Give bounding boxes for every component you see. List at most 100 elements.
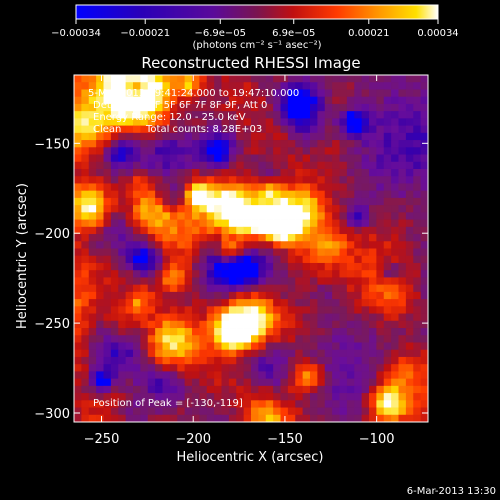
heatmap-cell	[346, 378, 355, 387]
heatmap-cell	[228, 349, 237, 358]
heatmap-cell	[199, 147, 208, 155]
heatmap-cell	[258, 306, 267, 314]
heatmap-cell	[265, 284, 274, 293]
heatmap-cell	[110, 407, 119, 416]
heatmap-cell	[236, 291, 245, 300]
heatmap-cell	[369, 248, 377, 257]
heatmap-cell	[376, 262, 385, 271]
heatmap-cell	[346, 89, 355, 98]
heatmap-cell	[81, 226, 90, 235]
heatmap-cell	[184, 277, 193, 286]
heatmap-cell	[317, 89, 326, 98]
heatmap-cell	[310, 205, 318, 213]
heatmap-cell	[133, 371, 141, 380]
heatmap-cell	[391, 89, 399, 98]
heatmap-cell	[391, 140, 399, 148]
heatmap-cell	[310, 111, 318, 119]
heatmap-cell	[346, 299, 355, 307]
heatmap-cell	[169, 140, 178, 148]
heatmap-cell	[346, 284, 355, 293]
heatmap-cell	[214, 320, 222, 329]
heatmap-cell	[324, 161, 333, 170]
heatmap-cell	[383, 328, 392, 336]
heatmap-cell	[383, 212, 392, 220]
heatmap-cell	[74, 103, 82, 112]
heatmap-cell	[110, 400, 119, 408]
heatmap-cell	[376, 219, 385, 228]
heatmap-cell	[192, 168, 200, 177]
heatmap-cell	[133, 118, 141, 127]
heatmap-cell	[88, 241, 97, 249]
heatmap-cell	[420, 335, 428, 343]
heatmap-cell	[155, 226, 163, 235]
heatmap-cell	[273, 342, 281, 351]
heatmap-cell	[169, 82, 178, 90]
heatmap-cell	[177, 306, 186, 314]
heatmap-cell	[206, 414, 215, 422]
heatmap-cell	[81, 284, 90, 293]
heatmap-cell	[324, 262, 333, 271]
heatmap-cell	[405, 313, 414, 322]
heatmap-cell	[391, 226, 399, 235]
heatmap-cell	[118, 219, 127, 228]
heatmap-cell	[88, 190, 97, 199]
heatmap-cell	[287, 140, 296, 148]
heatmap-cell	[140, 75, 149, 83]
heatmap-cell	[103, 89, 112, 98]
heatmap-cell	[413, 393, 422, 401]
heatmap-cell	[369, 212, 377, 220]
heatmap-cell	[376, 132, 385, 141]
heatmap-cell	[214, 342, 222, 351]
heatmap-cell	[265, 118, 274, 127]
heatmap-cell	[361, 262, 370, 271]
heatmap-cell	[317, 299, 326, 307]
heatmap-cell	[110, 147, 119, 155]
heatmap-cell	[214, 219, 222, 228]
heatmap-cell	[361, 226, 370, 235]
heatmap-cell	[236, 140, 245, 148]
annotation-clean: Clean	[93, 124, 121, 135]
heatmap-cell	[110, 241, 119, 249]
heatmap-cell	[110, 306, 119, 314]
heatmap-cell	[199, 103, 208, 112]
heatmap-cell	[155, 356, 163, 365]
heatmap-cell	[214, 284, 222, 293]
heatmap-cell	[103, 96, 112, 105]
heatmap-cell	[354, 262, 363, 271]
heatmap-cell	[332, 103, 340, 112]
heatmap-cell	[96, 161, 104, 170]
heatmap-cell	[280, 154, 289, 163]
heatmap-cell	[258, 378, 267, 387]
heatmap-cell	[324, 82, 333, 90]
heatmap-cell	[369, 197, 377, 206]
heatmap-cell	[398, 248, 407, 257]
heatmap-cell	[280, 96, 289, 105]
heatmap-cell	[192, 313, 200, 322]
heatmap-cell	[125, 400, 134, 408]
heatmap-cell	[302, 140, 311, 148]
heatmap-cell	[346, 371, 355, 380]
heatmap-cell	[346, 364, 355, 372]
heatmap-cell	[376, 125, 385, 134]
heatmap-cell	[317, 111, 326, 119]
heatmap-cell	[140, 356, 149, 365]
heatmap-cell	[192, 393, 200, 401]
heatmap-cell	[339, 212, 348, 220]
heatmap-cell	[81, 407, 90, 416]
heatmap-cell	[302, 349, 311, 358]
heatmap-cell	[420, 299, 428, 307]
heatmap-cell	[110, 364, 119, 372]
heatmap-cell	[258, 335, 267, 343]
heatmap-cell	[192, 161, 200, 170]
heatmap-cell	[133, 176, 141, 184]
heatmap-cell	[310, 407, 318, 416]
heatmap-cell	[398, 168, 407, 177]
heatmap-cell	[376, 371, 385, 380]
heatmap-cell	[420, 226, 428, 235]
heatmap-cell	[140, 140, 149, 148]
heatmap-cell	[140, 378, 149, 387]
heatmap-cell	[398, 219, 407, 228]
heatmap-cell	[155, 328, 163, 336]
heatmap-cell	[140, 313, 149, 322]
heatmap-cell	[177, 364, 186, 372]
